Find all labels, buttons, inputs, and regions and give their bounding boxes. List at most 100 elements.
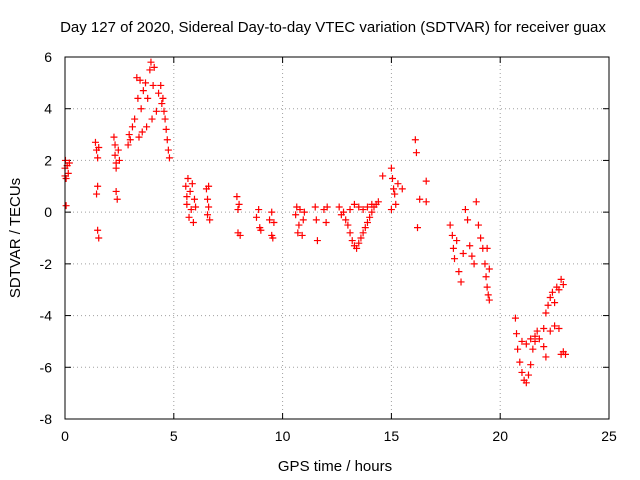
data-point	[455, 268, 463, 276]
data-point	[355, 239, 363, 247]
data-point	[551, 322, 559, 330]
data-point	[414, 224, 422, 232]
data-point	[470, 260, 478, 268]
data-point	[411, 136, 419, 144]
data-point	[518, 337, 526, 345]
data-point	[453, 237, 461, 245]
data-point	[255, 206, 263, 214]
data-point	[511, 314, 519, 322]
data-point	[146, 66, 154, 74]
data-point	[204, 195, 212, 203]
data-point	[514, 345, 522, 353]
data-point	[313, 237, 321, 245]
y-tick-label: 4	[44, 101, 52, 117]
data-point	[353, 244, 361, 252]
data-point	[390, 185, 398, 193]
data-point	[296, 206, 304, 214]
data-point	[142, 79, 150, 87]
data-point	[513, 330, 521, 338]
data-point	[379, 172, 387, 180]
y-tick-label: 6	[44, 49, 52, 65]
data-point	[111, 141, 119, 149]
data-point	[529, 345, 537, 353]
data-point	[522, 340, 530, 348]
data-point	[555, 286, 563, 294]
data-point	[363, 218, 371, 226]
data-point	[374, 198, 382, 206]
data-point	[163, 136, 171, 144]
plot-frame	[64, 56, 610, 420]
y-tick-label: -2	[40, 256, 53, 272]
data-point	[111, 151, 119, 159]
data-point	[342, 216, 350, 224]
data-point	[204, 211, 212, 219]
data-point	[449, 244, 457, 252]
data-point	[387, 206, 395, 214]
data-point	[540, 343, 548, 351]
y-tick-label: -4	[40, 308, 53, 324]
data-point	[62, 202, 70, 210]
data-point	[152, 107, 160, 115]
x-tick-label: 0	[61, 428, 69, 444]
data-point	[466, 242, 474, 250]
data-point	[357, 234, 365, 242]
y-tick-label: -8	[40, 411, 53, 427]
data-point	[546, 327, 554, 335]
data-point	[206, 216, 214, 224]
data-point	[95, 234, 103, 242]
data-point	[64, 169, 72, 177]
data-point	[158, 100, 166, 108]
data-point	[159, 94, 167, 102]
data-point	[134, 94, 142, 102]
data-point	[542, 353, 550, 361]
data-point	[114, 146, 122, 154]
data-point	[126, 136, 134, 144]
data-point	[292, 211, 300, 219]
data-point	[188, 180, 196, 188]
x-axis-title: GPS time / hours	[278, 458, 392, 475]
data-point	[461, 206, 469, 214]
data-point	[355, 203, 363, 211]
data-point	[468, 252, 476, 260]
data-point	[533, 327, 541, 335]
data-point	[346, 229, 354, 237]
data-point	[531, 337, 539, 345]
y-tick-label: 2	[44, 152, 52, 168]
x-tick-label: 15	[384, 428, 400, 444]
data-point	[544, 301, 552, 309]
data-point	[485, 265, 493, 273]
y-tick-label: 0	[44, 204, 52, 220]
data-point	[335, 203, 343, 211]
data-point	[131, 115, 139, 123]
data-point	[312, 216, 320, 224]
data-point	[457, 278, 465, 286]
data-point	[235, 200, 243, 208]
data-point	[527, 361, 535, 369]
data-point	[186, 187, 194, 195]
data-point	[94, 226, 102, 234]
data-point	[94, 154, 102, 162]
data-point	[269, 234, 277, 242]
data-point	[359, 229, 367, 237]
x-tick-label: 10	[275, 428, 291, 444]
data-point	[184, 175, 192, 183]
y-axis-title: SDTVAR / TECUs	[7, 178, 24, 298]
data-point	[95, 144, 103, 151]
data-point	[524, 371, 532, 379]
y-tick-labels: -8 -6 -4 -2 0 2 4 6	[40, 49, 53, 427]
data-point	[136, 76, 144, 84]
data-point	[189, 218, 197, 226]
data-point	[257, 226, 265, 234]
data-point	[483, 283, 491, 291]
data-point	[394, 180, 402, 188]
data-point	[190, 195, 198, 203]
data-point	[236, 231, 244, 239]
data-point	[340, 208, 348, 216]
data-point	[392, 200, 400, 208]
x-tick-label: 5	[170, 428, 178, 444]
data-point	[160, 107, 168, 115]
y-tick-label: -6	[40, 359, 53, 375]
data-point	[124, 141, 132, 149]
data-point	[322, 218, 330, 226]
